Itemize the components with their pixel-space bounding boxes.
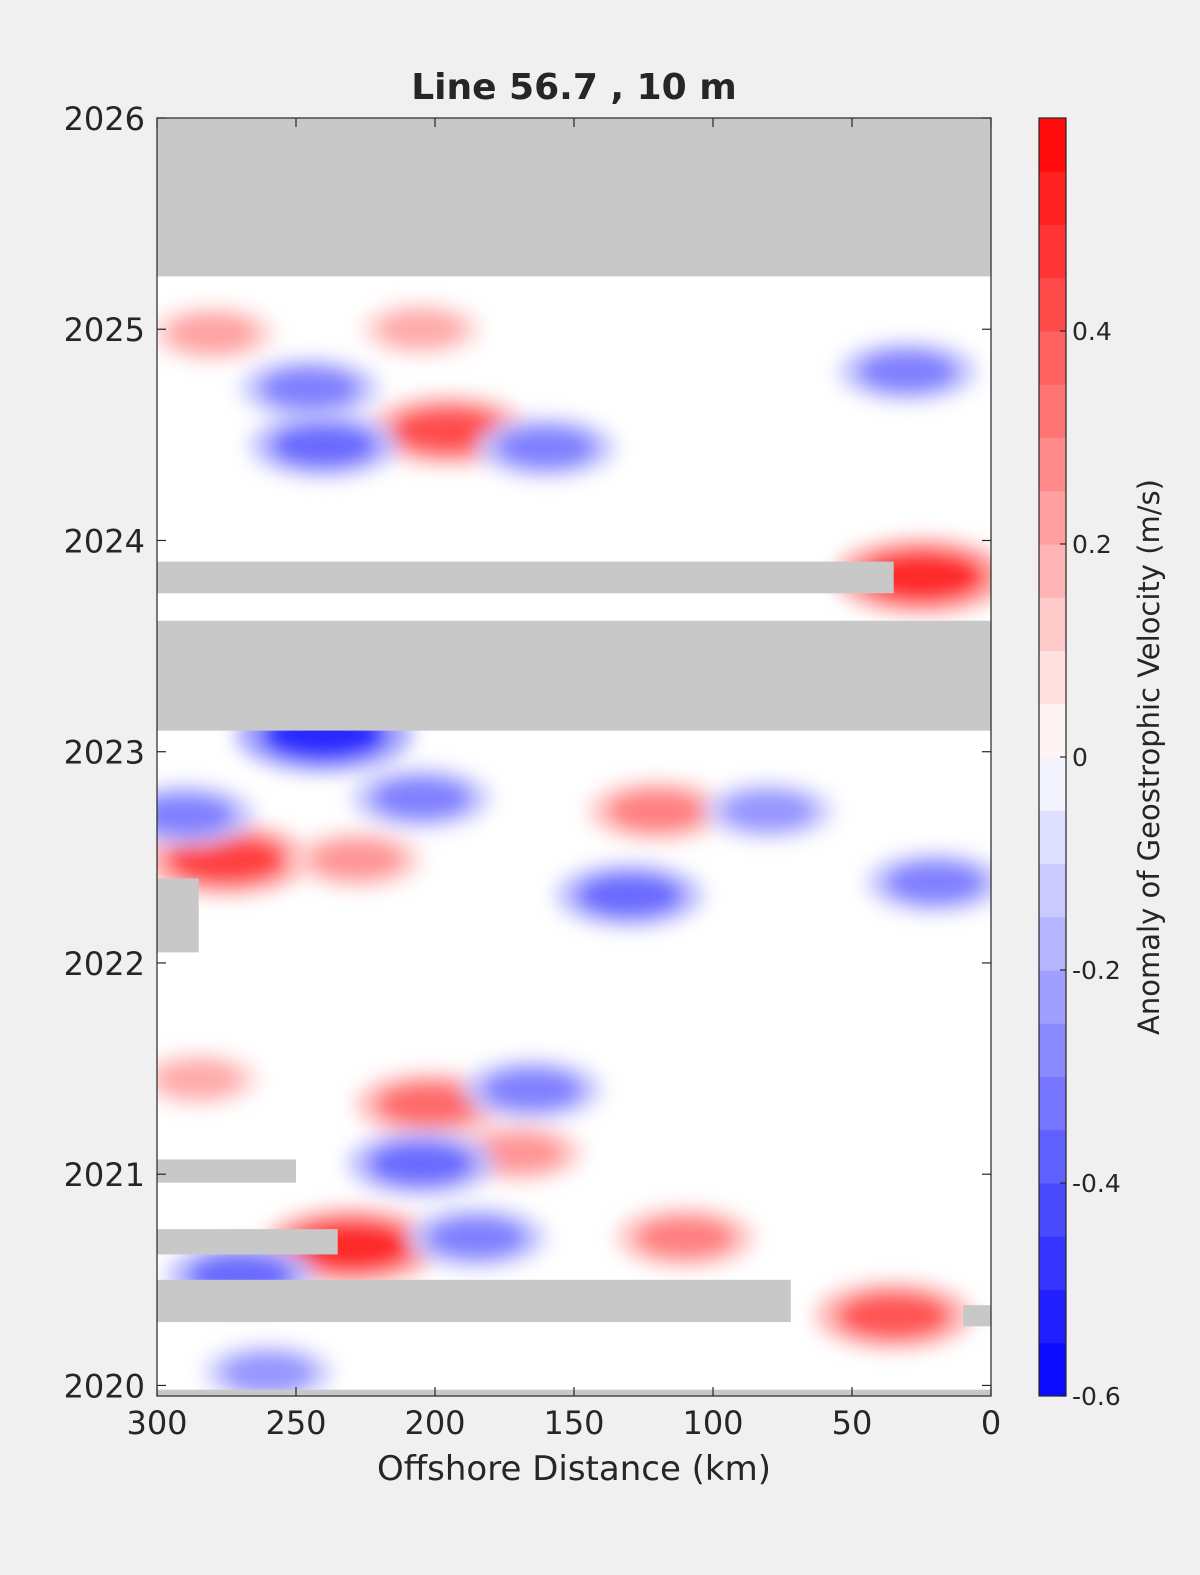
colorbar-label: Anomaly of Geostrophic Velocity (m/s) xyxy=(1132,479,1166,1035)
missing-data-region xyxy=(157,1159,296,1183)
missing-data-region xyxy=(157,1229,338,1255)
x-tick-label: 300 xyxy=(126,1404,187,1442)
y-tick-label: 2022 xyxy=(64,945,145,983)
colorbar-level xyxy=(1039,597,1066,651)
anomaly-feature-core xyxy=(376,1082,483,1127)
anomaly-feature-core xyxy=(635,1216,736,1259)
anomaly-feature-core xyxy=(607,789,708,832)
anomaly-feature-core xyxy=(221,1352,315,1393)
colorbar-level xyxy=(1039,118,1066,172)
anomaly-feature-core xyxy=(721,791,816,831)
missing-data-region xyxy=(157,118,991,277)
colorbar-level xyxy=(1039,810,1066,864)
anomaly-feature-core xyxy=(167,314,258,353)
colorbar-level xyxy=(1039,544,1066,598)
x-axis-label: Offshore Distance (km) xyxy=(377,1449,771,1489)
y-tick-label: 2020 xyxy=(64,1367,145,1405)
missing-data-region xyxy=(963,1305,991,1327)
colorbar-level xyxy=(1039,331,1066,385)
colorbar-level xyxy=(1039,277,1066,332)
anomaly-feature-core xyxy=(377,310,465,348)
plot-area xyxy=(157,118,991,1396)
colorbar-level xyxy=(1039,703,1066,758)
colorbar-level xyxy=(1039,916,1066,971)
y-tick-label: 2024 xyxy=(64,522,145,560)
x-tick-label: 100 xyxy=(682,1404,743,1442)
missing-data-region xyxy=(157,1279,791,1323)
colorbar-level xyxy=(1039,1023,1066,1077)
y-tick-label: 2026 xyxy=(64,100,145,138)
colorbar-tick-label: -0.4 xyxy=(1072,1169,1121,1198)
colorbar-level xyxy=(1039,224,1066,279)
colorbar: -0.6 -0.4 -0.2 0 0.2 0.4 xyxy=(1038,117,1121,1411)
x-tick-label: 200 xyxy=(404,1404,465,1442)
y-tick-label: 2023 xyxy=(64,734,145,772)
y-tick-label: 2021 xyxy=(64,1156,145,1194)
colorbar-level xyxy=(1039,650,1066,705)
anomaly-feature-core xyxy=(496,426,597,469)
y-axis: 2020 2021 2022 2023 2024 2025 2026 xyxy=(64,100,991,1405)
colorbar-level xyxy=(1039,1289,1066,1344)
missing-data-regions xyxy=(157,118,991,1396)
colorbar-tick-label: -0.2 xyxy=(1072,956,1121,985)
anomaly-feature-core xyxy=(166,834,287,884)
y-tick-label: 2025 xyxy=(64,311,145,349)
anomaly-feature-core xyxy=(371,777,472,820)
chart-title: Line 56.7 , 10 m xyxy=(411,67,737,108)
missing-data-region xyxy=(157,878,199,953)
anomaly-feature-core xyxy=(367,1141,475,1186)
missing-data-region xyxy=(157,620,991,731)
colorbar-level xyxy=(1039,1076,1066,1131)
colorbar-level xyxy=(1039,490,1066,545)
colorbar-tick-label: -0.6 xyxy=(1072,1382,1121,1411)
colorbar-level xyxy=(1039,757,1066,811)
x-tick-label: 50 xyxy=(832,1404,873,1442)
anomaly-feature-core xyxy=(310,839,404,880)
colorbar-level xyxy=(1039,384,1066,438)
colorbar-level xyxy=(1039,863,1066,918)
anomaly-feature-core xyxy=(426,1216,527,1259)
colorbar-tick-label: 0 xyxy=(1072,743,1088,772)
anomaly-feature-core xyxy=(482,1068,583,1111)
anomaly-feature-core xyxy=(157,794,235,837)
colorbar-tick-label: 0.2 xyxy=(1072,530,1112,559)
x-tick-label: 0 xyxy=(981,1404,1001,1442)
x-tick-label: 150 xyxy=(543,1404,604,1442)
x-axis: 300 250 200 150 100 50 0 xyxy=(126,118,1001,1442)
x-tick-label: 250 xyxy=(265,1404,326,1442)
anomaly-feature-core xyxy=(857,350,958,393)
anomaly-feature-core xyxy=(259,367,360,410)
colorbar-level xyxy=(1039,970,1066,1024)
colorbar-level xyxy=(1039,1342,1066,1397)
missing-data-region xyxy=(157,561,894,594)
colorbar-level xyxy=(1039,1129,1066,1184)
colorbar-level xyxy=(1039,1183,1066,1237)
anomaly-feature-core xyxy=(885,861,986,904)
anomaly-feature-core xyxy=(837,1292,951,1340)
colorbar-level xyxy=(1039,1236,1066,1290)
anomaly-feature-core xyxy=(576,873,683,918)
anomaly-feature-core xyxy=(157,1060,243,1098)
colorbar-level xyxy=(1039,171,1066,225)
anomaly-feature-core xyxy=(270,423,378,468)
colorbar-tick-label: 0.4 xyxy=(1072,317,1112,346)
colorbar-level xyxy=(1039,437,1066,492)
